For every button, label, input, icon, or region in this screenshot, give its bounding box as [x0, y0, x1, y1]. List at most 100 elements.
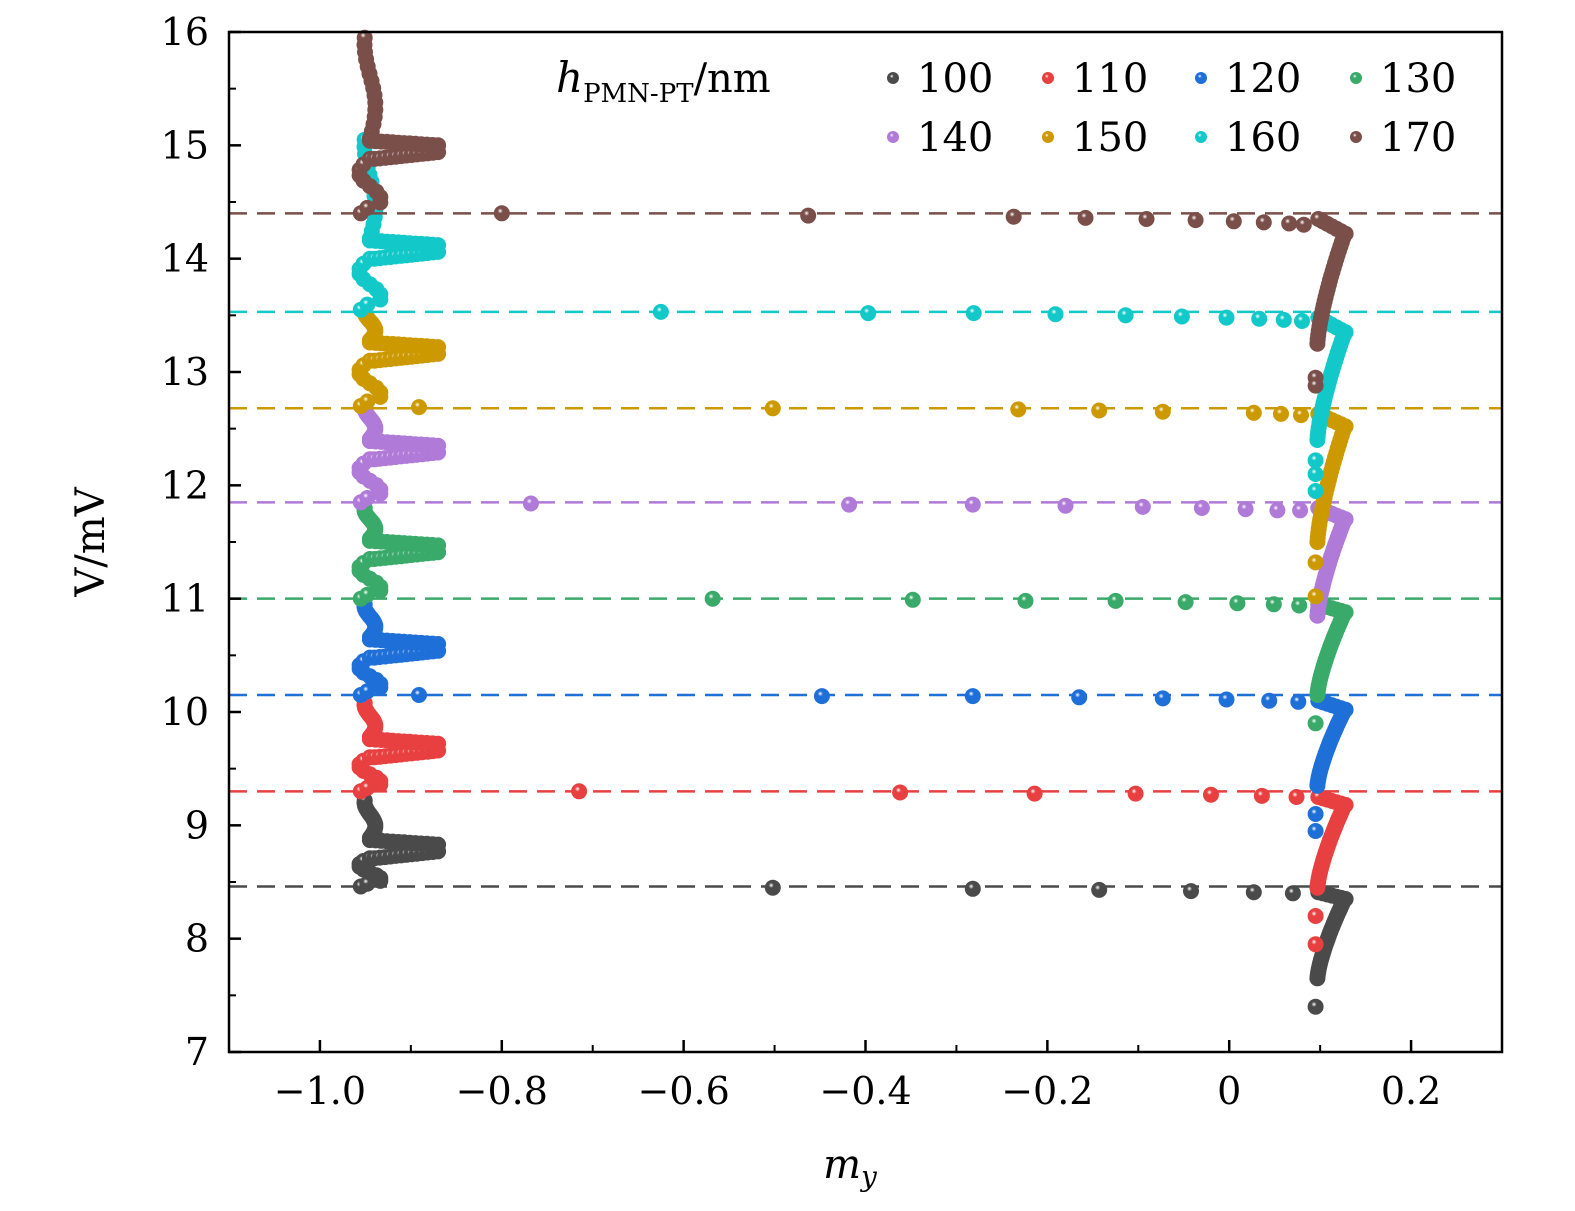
data-point: [1077, 209, 1094, 226]
data-point: [1218, 691, 1235, 708]
legend-marker: [1042, 131, 1054, 143]
data-point: [892, 784, 909, 801]
data-point: [1057, 497, 1074, 514]
data-point: [1295, 216, 1312, 233]
data-point: [1218, 309, 1235, 326]
legend: hPMN-PT/nm 100 110 120 130 140 150 160 170: [556, 53, 1456, 161]
series-layer: [229, 29, 1502, 1015]
y-tick-label: 9: [185, 803, 209, 847]
data-point: [1307, 452, 1324, 469]
data-point: [1193, 500, 1210, 516]
legend-label: 120: [1225, 56, 1301, 102]
data-point: [356, 29, 373, 46]
data-point: [1071, 689, 1088, 706]
data-point: [1237, 501, 1254, 518]
data-point: [1273, 405, 1289, 422]
data-point: [1183, 883, 1199, 900]
data-point: [571, 783, 588, 800]
data-point: [1307, 483, 1324, 499]
data-point: [359, 683, 376, 700]
y-tick-label: 11: [161, 577, 209, 621]
data-point: [1307, 998, 1324, 1015]
data-point: [1269, 502, 1286, 519]
data-point: [1091, 402, 1108, 419]
data-point: [1245, 404, 1262, 421]
data-point: [359, 296, 376, 313]
x-tick-label: −0.2: [1001, 1069, 1093, 1113]
data-point: [359, 199, 376, 216]
data-point: [1245, 884, 1262, 901]
legend-marker: [1350, 131, 1362, 143]
legend-label: 100: [917, 56, 993, 102]
data-point: [359, 779, 376, 796]
data-point: [1127, 785, 1144, 802]
data-point: [1281, 215, 1298, 232]
legend-label: 160: [1225, 115, 1301, 161]
data-point: [813, 688, 830, 705]
data-point: [965, 305, 982, 322]
y-tick-label: 12: [161, 463, 209, 507]
data-point: [1154, 403, 1171, 420]
data-point: [1117, 307, 1134, 324]
legend-entry-170: 170: [1350, 115, 1456, 161]
data-point: [1307, 823, 1324, 839]
data-point: [359, 586, 376, 603]
legend-entry-120: 120: [1195, 56, 1301, 102]
data-point: [1091, 881, 1108, 898]
y-tick-label: 16: [161, 10, 209, 54]
data-point: [1307, 588, 1324, 605]
data-point: [800, 207, 817, 224]
data-point: [1134, 498, 1151, 515]
x-tick-label: −0.6: [638, 1069, 730, 1113]
data-point: [1203, 786, 1219, 803]
y-tick-label: 14: [161, 237, 209, 281]
x-tick-label: −0.4: [819, 1069, 911, 1113]
data-point: [652, 303, 669, 320]
legend-label: 150: [1072, 115, 1148, 161]
data-point: [1290, 693, 1307, 710]
data-point: [1307, 936, 1324, 953]
x-tick-label: −1.0: [274, 1069, 366, 1113]
ticks-layer: −1.0 −0.8 −0.6 −0.4 −0.2 0 0.2 7 8 9 10 11 12 13 14 15 1…: [161, 10, 1442, 1113]
data-point: [1229, 595, 1246, 612]
data-point: [359, 393, 376, 410]
data-point: [1173, 308, 1190, 325]
data-point: [1307, 554, 1324, 571]
data-point: [1010, 401, 1027, 418]
data-point: [764, 400, 781, 417]
y-tick-label: 10: [161, 690, 209, 734]
data-point: [1047, 306, 1064, 323]
series-120: [229, 596, 1502, 839]
data-point: [841, 496, 858, 513]
data-point: [493, 205, 510, 222]
data-point: [1291, 597, 1308, 614]
x-tick-label: 0.2: [1381, 1069, 1441, 1113]
legend-entry-140: 140: [887, 115, 993, 161]
y-tick-label: 7: [185, 1030, 209, 1074]
data-point: [1292, 502, 1309, 519]
data-point: [964, 496, 981, 513]
data-point: [1107, 592, 1124, 609]
series-140: [229, 398, 1502, 624]
data-point: [411, 399, 427, 416]
data-point: [1253, 787, 1270, 804]
y-tick-label: 15: [161, 123, 209, 167]
data-point: [1275, 311, 1292, 328]
legend-marker: [887, 72, 899, 84]
data-point: [1307, 715, 1324, 732]
data-point: [1307, 806, 1324, 822]
data-point: [411, 687, 427, 703]
data-point: [1294, 313, 1310, 329]
data-point: [964, 880, 981, 897]
data-point: [1138, 211, 1155, 227]
data-point: [1154, 690, 1171, 707]
x-tick-label: 0: [1217, 1069, 1241, 1113]
data-point: [1017, 592, 1034, 609]
data-point: [704, 590, 721, 607]
data-point: [1265, 596, 1282, 613]
x-tick-label: −0.8: [456, 1069, 548, 1113]
y-tick-label: 8: [185, 917, 209, 961]
data-point: [1251, 310, 1268, 327]
data-point: [1261, 692, 1278, 709]
